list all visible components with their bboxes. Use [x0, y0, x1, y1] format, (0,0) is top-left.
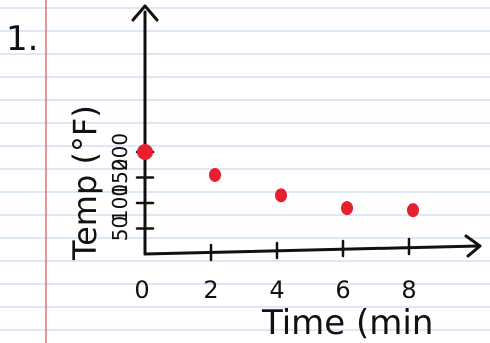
data-point — [407, 203, 419, 218]
y-tick-label: 150 — [108, 158, 132, 196]
problem-number: 1. — [6, 19, 38, 59]
x-tick-label: 2 — [203, 276, 218, 304]
x-tick-label: 8 — [401, 276, 416, 304]
y-axis-arrow — [131, 4, 159, 22]
axes — [131, 4, 482, 258]
y-tick-label: 200 — [108, 133, 132, 171]
x-tick-label: 4 — [269, 276, 284, 304]
x-axis — [143, 244, 480, 256]
data-points — [137, 144, 419, 218]
ruled-lines — [0, 7, 490, 331]
x-axis-arrow — [464, 234, 482, 258]
y-axis-label: Temp (°F) — [66, 105, 104, 261]
data-point — [209, 167, 221, 182]
x-axis-label: Time (min — [261, 303, 433, 343]
data-point — [137, 144, 153, 160]
x-ticks: 0 2 4 6 8 — [134, 237, 417, 304]
data-point — [275, 188, 287, 203]
x-tick-label: 0 — [134, 276, 149, 304]
data-point — [341, 201, 353, 216]
y-tick-label: 100 — [108, 184, 132, 222]
x-tick-label: 6 — [335, 276, 350, 304]
y-tick-label: 50 — [108, 216, 132, 241]
